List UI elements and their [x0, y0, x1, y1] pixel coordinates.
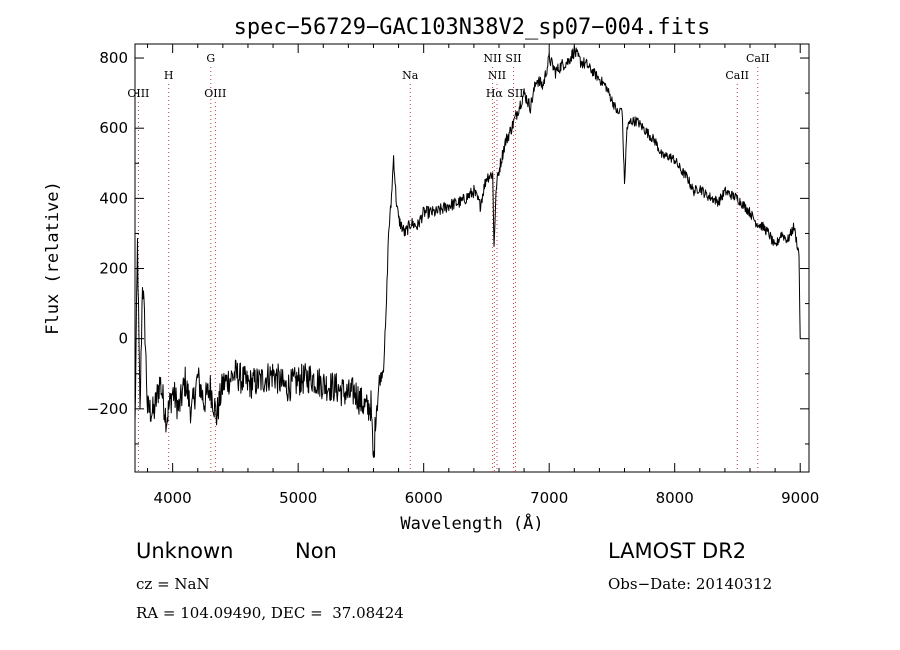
line-marker-label: H — [164, 69, 174, 82]
line-marker-label: Hα — [486, 87, 504, 100]
line-marker-label: Na — [402, 69, 419, 82]
axis-tick-labels: 4000 5000 6000 7000 8000 9000 −200 0 200 400 600 80… — [87, 49, 820, 507]
y-tick-label: 200 — [99, 260, 128, 278]
chart-title: spec−56729−GAC103N38V2_sp07−004.fits — [234, 15, 711, 40]
line-marker-label: NII — [488, 69, 506, 82]
x-tick-label: 5000 — [279, 489, 317, 507]
x-tick-label: 9000 — [781, 489, 819, 507]
x-tick-label: 6000 — [405, 489, 443, 507]
survey-label: LAMOST DR2 — [608, 539, 747, 563]
line-marker-label: SII — [507, 87, 523, 100]
y-tick-label: 600 — [99, 119, 128, 137]
x-tick-label: 8000 — [656, 489, 694, 507]
object-class-label: Unknown — [136, 539, 234, 563]
plot-frame — [134, 43, 810, 473]
line-marker-label: NII — [483, 52, 501, 65]
object-subclass-label: Non — [295, 539, 337, 563]
redshift-label: cz = NaN — [136, 575, 210, 593]
x-axis-label: Wavelength (Å) — [400, 512, 543, 534]
y-tick-label: −200 — [87, 400, 128, 418]
y-tick-label: 800 — [99, 49, 128, 67]
spectrum-series — [134, 45, 801, 458]
y-tick-label: 0 — [118, 330, 128, 348]
x-tick-label: 7000 — [530, 489, 568, 507]
line-marker-label: CaII — [725, 69, 749, 82]
line-marker-label: OIII — [204, 87, 226, 100]
line-marker-label: G — [206, 52, 215, 65]
spectrum-line — [134, 45, 801, 458]
y-tick-label: 400 — [99, 189, 128, 207]
line-marker-label: SII — [505, 52, 521, 65]
line-marker-label: CaII — [746, 52, 770, 65]
coordinates-label: RA = 104.09490, DEC = 37.08424 — [136, 604, 404, 622]
y-axis-label: Flux (relative) — [43, 181, 63, 335]
axis-ticks — [135, 44, 809, 472]
x-tick-label: 4000 — [154, 489, 192, 507]
obs-date-label: Obs−Date: 20140312 — [608, 575, 773, 593]
